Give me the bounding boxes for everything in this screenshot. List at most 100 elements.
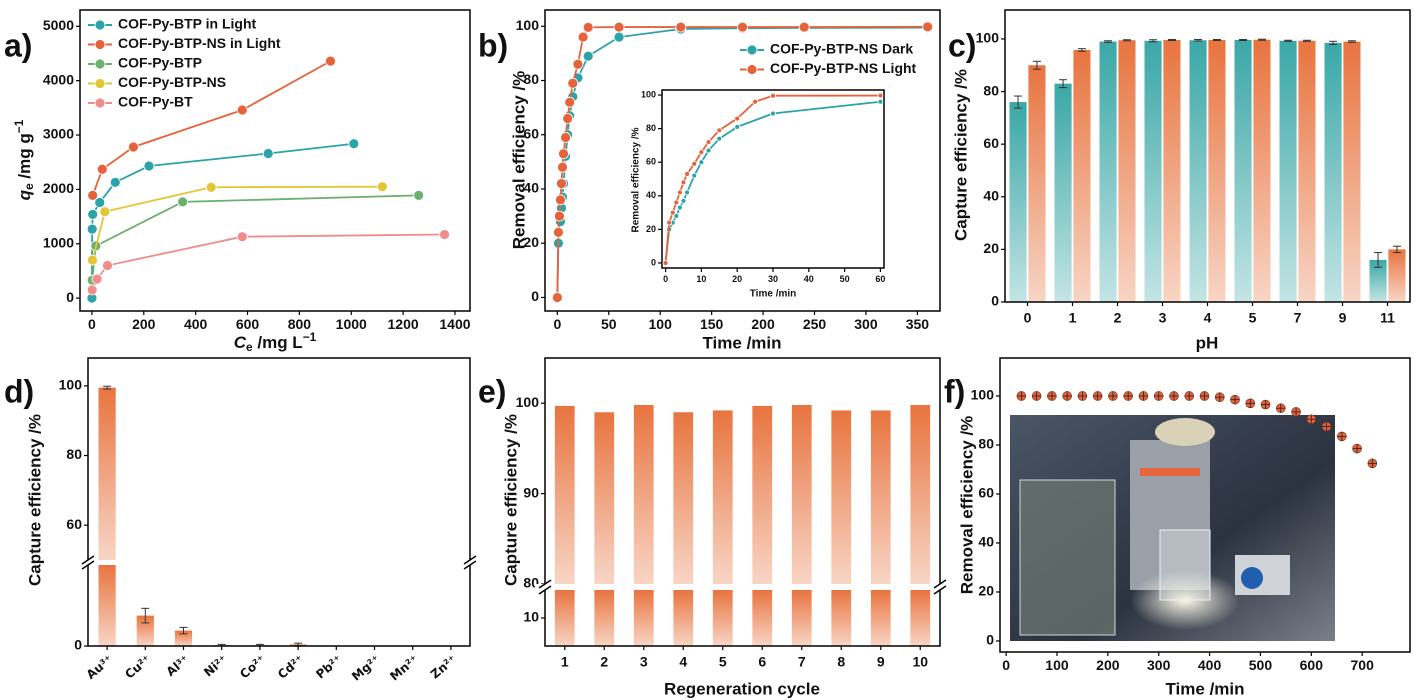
bar [910, 405, 931, 584]
bar [1369, 259, 1387, 302]
x-tick-label: 9 [1339, 310, 1347, 326]
data-point [1031, 391, 1042, 401]
data-point [684, 189, 690, 196]
y-tick-label: 60 [983, 135, 999, 151]
bar [136, 615, 154, 646]
x-tick-label: 100 [649, 316, 673, 332]
y-tick-label: 100 [971, 387, 995, 403]
x-tick-label: 250 [803, 316, 827, 332]
bar [633, 405, 654, 584]
photo-led [1140, 468, 1200, 476]
data-point [1077, 391, 1088, 401]
x-tick-label: 3 [640, 654, 648, 670]
y-tick-label: 1000 [43, 234, 74, 250]
bar [870, 410, 891, 584]
x-tick-label: 60 [875, 274, 885, 284]
legend-label: COF-Py-BT [118, 94, 193, 110]
data-point [325, 55, 336, 67]
data-point [96, 163, 108, 175]
x-tick-label: 1200 [388, 316, 419, 332]
bar [1118, 40, 1136, 302]
axes-frame [79, 9, 471, 312]
data-point [770, 92, 776, 99]
data-point [556, 178, 567, 189]
x-tick-label: 100 [1045, 657, 1069, 673]
data-point [1291, 407, 1301, 417]
axes-frame [999, 357, 1411, 653]
data-point [1062, 391, 1072, 401]
x-tick-label: 20 [732, 274, 742, 284]
x-tick-label: 30 [768, 274, 778, 284]
data-point [662, 260, 669, 266]
error-bar [1392, 245, 1401, 254]
inset-y-axis-label: Removal efficiency /% [631, 127, 642, 232]
data-point [557, 161, 568, 173]
data-point [669, 209, 676, 216]
x-tick-label: 200 [1096, 657, 1120, 673]
y-tick-label: 60 [66, 516, 82, 532]
y-tick-label: 40 [646, 190, 656, 200]
x-tick-label: 2 [600, 654, 608, 670]
error-bar [141, 607, 150, 624]
data-point [86, 284, 98, 296]
x-tick-label: 400 [184, 316, 208, 332]
error-bar [1374, 252, 1383, 268]
x-axis-label: pH [1196, 333, 1219, 352]
y-axis-label: Capture efficiency /% [501, 414, 520, 586]
y-axis-label: Removal efficiency /% [957, 416, 976, 595]
bar [831, 590, 852, 646]
data-point [555, 194, 566, 206]
y-tick-label: 10 [523, 609, 539, 625]
panel-label: a) [4, 27, 32, 63]
data-point [770, 110, 776, 117]
bar [1028, 65, 1046, 302]
axis-label-superscript: −1 [12, 119, 26, 133]
error-bar [1014, 95, 1023, 109]
axes-frame [544, 357, 941, 647]
bar [594, 412, 615, 584]
legend-label: COF-Py-BTP-NS in Light [118, 35, 281, 51]
y-tick-label: 0 [986, 632, 994, 648]
data-point [1306, 414, 1317, 425]
axis-break-mark [538, 579, 552, 589]
data-point [1321, 421, 1332, 432]
x-tick-label: 10 [912, 654, 928, 670]
y-tick-label: 100 [516, 394, 540, 410]
data-point [666, 219, 673, 226]
bar [174, 630, 193, 646]
data-point [1337, 431, 1347, 442]
y-axis-label: Removal efficiency /% [509, 71, 528, 250]
photo [1010, 415, 1335, 641]
y-tick-label: 80 [646, 123, 656, 133]
data-point [684, 171, 690, 177]
data-point [716, 135, 723, 142]
data-point [376, 181, 388, 193]
y-tick-label: 0 [66, 289, 74, 305]
panel-label: c) [948, 27, 976, 63]
data-point [554, 210, 565, 222]
data-point [673, 199, 680, 206]
y-tick-label: 20 [983, 240, 999, 256]
data-point [1352, 443, 1362, 454]
data-point [205, 181, 217, 193]
y-tick-label: 20 [523, 234, 539, 250]
panel-label: b) [478, 27, 508, 63]
error-bar [1167, 38, 1176, 42]
axis-label-subscript: e [246, 340, 253, 354]
axis-label-unit: /mg L [253, 333, 303, 352]
data-point [673, 213, 680, 219]
x-tick-label: 40 [804, 274, 814, 284]
x-tick-label: 600 [1300, 657, 1324, 673]
bar [98, 387, 116, 560]
y-tick-label: 80 [523, 71, 539, 87]
bar [1144, 40, 1162, 302]
x-tick-label: 7 [798, 654, 806, 670]
data-point [675, 21, 687, 33]
bar [791, 590, 812, 646]
y-tick-label: 0 [651, 257, 656, 267]
bar [633, 590, 654, 646]
axis-break-gap [535, 584, 950, 590]
data-point [348, 138, 360, 150]
panel-label: f) [944, 373, 965, 409]
panel-label: d) [4, 373, 34, 409]
